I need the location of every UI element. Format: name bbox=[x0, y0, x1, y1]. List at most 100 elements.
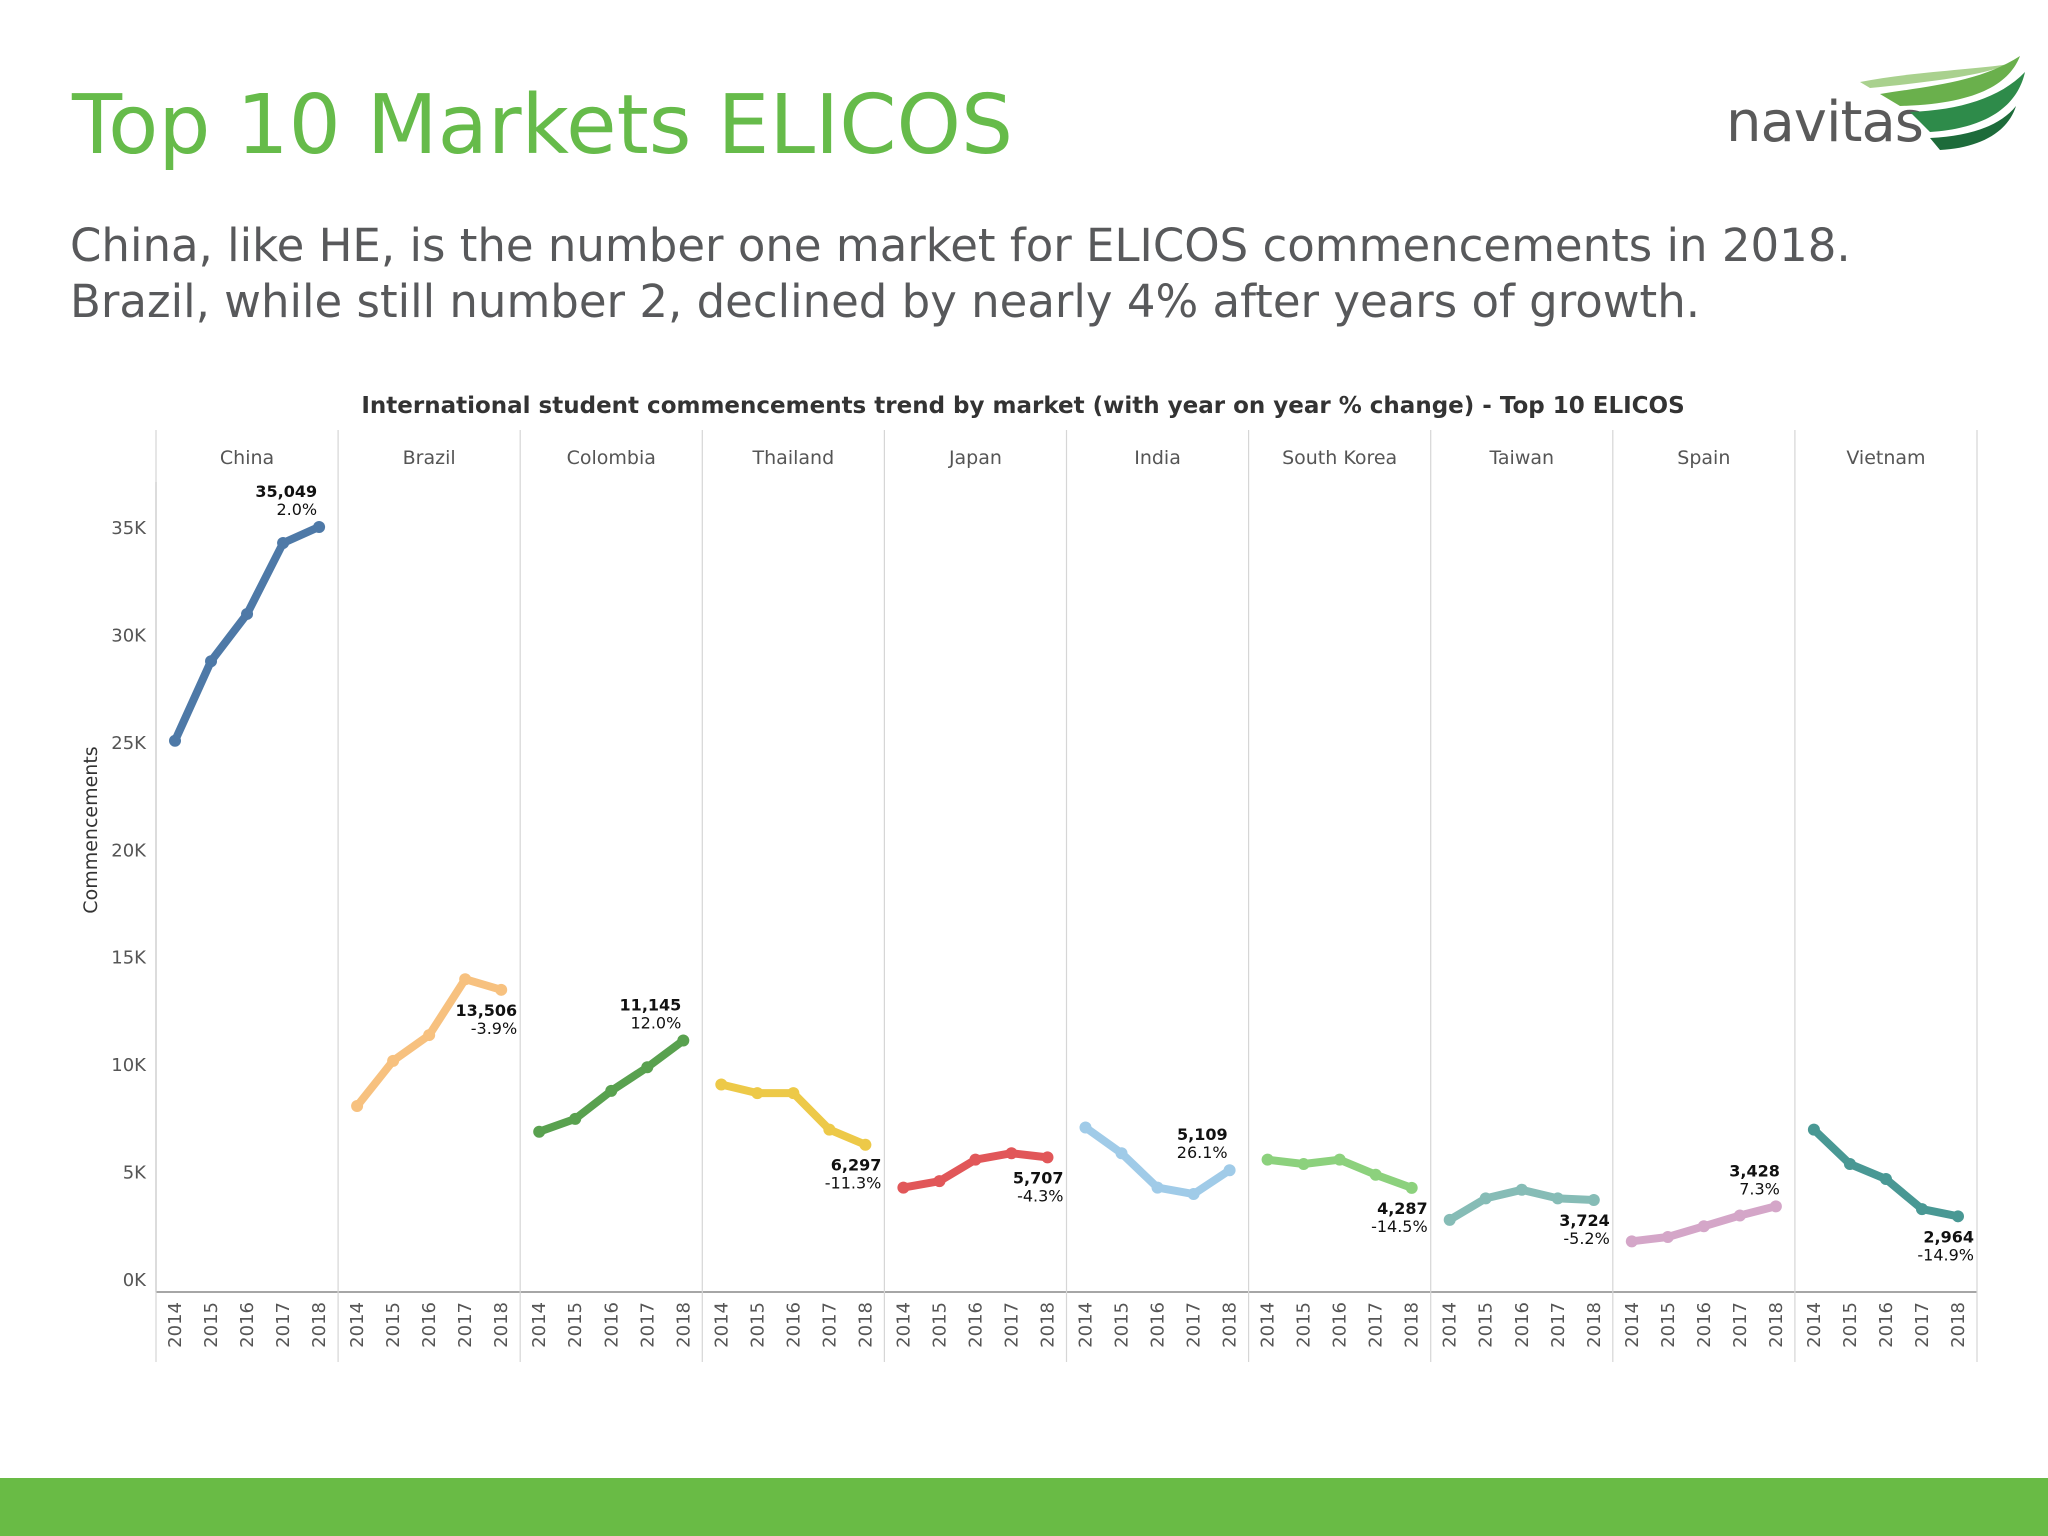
y-axis-label: Commencements bbox=[80, 746, 102, 913]
line-chart: International student commencements tren… bbox=[0, 370, 2048, 1390]
data-label-pct: -14.5% bbox=[1371, 1217, 1428, 1236]
x-tick-label: 2017 bbox=[637, 1302, 658, 1348]
x-tick-label: 2016 bbox=[1148, 1302, 1169, 1348]
data-point bbox=[1443, 1213, 1456, 1226]
x-tick-label: 2018 bbox=[1584, 1302, 1605, 1348]
x-tick-label: 2018 bbox=[1220, 1302, 1241, 1348]
data-point bbox=[351, 1099, 364, 1112]
data-point bbox=[313, 520, 326, 533]
x-tick-label: 2014 bbox=[165, 1302, 186, 1348]
x-tick-label: 2016 bbox=[1512, 1302, 1533, 1348]
y-tick-label: 0K bbox=[123, 1270, 147, 1291]
x-tick-label: 2014 bbox=[893, 1302, 914, 1348]
x-tick-label: 2014 bbox=[1622, 1302, 1643, 1348]
data-point bbox=[241, 607, 254, 620]
x-tick-label: 2017 bbox=[273, 1302, 294, 1348]
data-label-pct: -3.9% bbox=[471, 1019, 517, 1038]
x-tick-label: 2017 bbox=[1184, 1302, 1205, 1348]
x-tick-label: 2018 bbox=[491, 1302, 512, 1348]
data-point bbox=[715, 1078, 728, 1091]
panel-header-spain: Spain bbox=[1677, 447, 1730, 469]
x-tick-label: 2017 bbox=[1002, 1302, 1023, 1348]
data-label-value: 2,964 bbox=[1923, 1227, 1974, 1246]
data-point bbox=[1697, 1220, 1710, 1233]
x-tick-label: 2015 bbox=[1294, 1302, 1315, 1348]
panel-header-south-korea: South Korea bbox=[1282, 447, 1397, 469]
x-tick-label: 2016 bbox=[1876, 1302, 1897, 1348]
data-point bbox=[1405, 1181, 1418, 1194]
data-point bbox=[1479, 1192, 1492, 1205]
page-title: Top 10 Markets ELICOS bbox=[72, 78, 1014, 173]
panel-header-taiwan: Taiwan bbox=[1488, 447, 1554, 469]
series-line bbox=[171, 522, 324, 745]
data-point bbox=[751, 1087, 764, 1100]
data-label-pct: -4.3% bbox=[1017, 1186, 1063, 1205]
x-tick-label: 2014 bbox=[1440, 1302, 1461, 1348]
y-tick-label: 25K bbox=[111, 733, 147, 754]
x-tick-label: 2016 bbox=[965, 1302, 986, 1348]
data-point bbox=[1769, 1200, 1782, 1213]
data-point bbox=[1041, 1151, 1054, 1164]
data-point bbox=[1551, 1192, 1564, 1205]
x-tick-label: 2016 bbox=[237, 1302, 258, 1348]
data-point bbox=[1625, 1235, 1638, 1248]
x-tick-label: 2015 bbox=[565, 1302, 586, 1348]
data-point bbox=[1515, 1183, 1528, 1196]
chart-body: 0K 5K 10K 15K 20K 25K 30K 35K China 2014 2015 2016 2… bbox=[111, 430, 1978, 1362]
subtitle-line-2: Brazil, while still number 2, declined b… bbox=[70, 275, 1701, 328]
data-point bbox=[1079, 1121, 1092, 1134]
data-point bbox=[897, 1181, 910, 1194]
panel-header-china: China bbox=[220, 447, 274, 469]
footer-bar bbox=[0, 1478, 2048, 1536]
x-tick-label: 2015 bbox=[1840, 1302, 1861, 1348]
x-tick-label: 2014 bbox=[1076, 1302, 1097, 1348]
data-label-value: 13,506 bbox=[455, 1001, 517, 1020]
panel-header-india: India bbox=[1134, 447, 1181, 469]
x-tick-label: 2016 bbox=[1330, 1302, 1351, 1348]
x-tick-label: 2017 bbox=[1548, 1302, 1569, 1348]
data-point bbox=[1261, 1153, 1274, 1166]
x-tick-label: 2015 bbox=[201, 1302, 222, 1348]
data-point bbox=[205, 655, 218, 668]
data-point bbox=[1915, 1203, 1928, 1216]
y-tick-label: 5K bbox=[123, 1163, 147, 1184]
data-label-pct: -11.3% bbox=[825, 1174, 882, 1193]
data-label-value: 3,428 bbox=[1729, 1161, 1780, 1180]
data-point bbox=[1151, 1181, 1164, 1194]
data-label-value: 3,724 bbox=[1559, 1211, 1610, 1230]
logo-text: navitas bbox=[1726, 90, 1924, 155]
x-tick-label: 2016 bbox=[419, 1302, 440, 1348]
x-tick-label: 2017 bbox=[455, 1302, 476, 1348]
data-point bbox=[1952, 1210, 1964, 1223]
x-tick-label: 2018 bbox=[309, 1302, 330, 1348]
navitas-logo: navitas bbox=[1720, 52, 2025, 162]
data-label-value: 11,145 bbox=[620, 996, 682, 1015]
series-line bbox=[1809, 1125, 1962, 1221]
data-point bbox=[933, 1175, 946, 1188]
slide-subtitle: China, like HE, is the number one market… bbox=[70, 218, 1990, 330]
data-point bbox=[1733, 1209, 1746, 1222]
x-tick-label: 2017 bbox=[819, 1302, 840, 1348]
data-point bbox=[605, 1084, 618, 1097]
y-tick-label: 35K bbox=[111, 518, 147, 539]
panel-header-brazil: Brazil bbox=[403, 447, 456, 469]
x-tick-label: 2017 bbox=[1366, 1302, 1387, 1348]
x-tick-label: 2018 bbox=[1038, 1302, 1059, 1348]
swoosh-icon bbox=[1860, 56, 2025, 150]
data-point bbox=[1187, 1188, 1200, 1201]
x-tick-label: 2016 bbox=[783, 1302, 804, 1348]
x-tick-label: 2016 bbox=[601, 1302, 622, 1348]
data-label-pct: 12.0% bbox=[630, 1014, 681, 1033]
data-point bbox=[423, 1029, 436, 1042]
data-label-pct: -5.2% bbox=[1563, 1229, 1609, 1248]
x-tick-label: 2015 bbox=[1112, 1302, 1133, 1348]
data-point bbox=[387, 1054, 400, 1067]
x-tick-label: 2014 bbox=[347, 1302, 368, 1348]
data-point bbox=[495, 983, 508, 996]
data-point bbox=[459, 973, 472, 986]
x-tick-label: 2018 bbox=[855, 1302, 876, 1348]
data-point bbox=[787, 1087, 800, 1100]
y-tick-label: 10K bbox=[111, 1055, 147, 1076]
subtitle-line-1: China, like HE, is the number one market… bbox=[70, 219, 1851, 272]
panel-header-colombia: Colombia bbox=[567, 447, 656, 469]
